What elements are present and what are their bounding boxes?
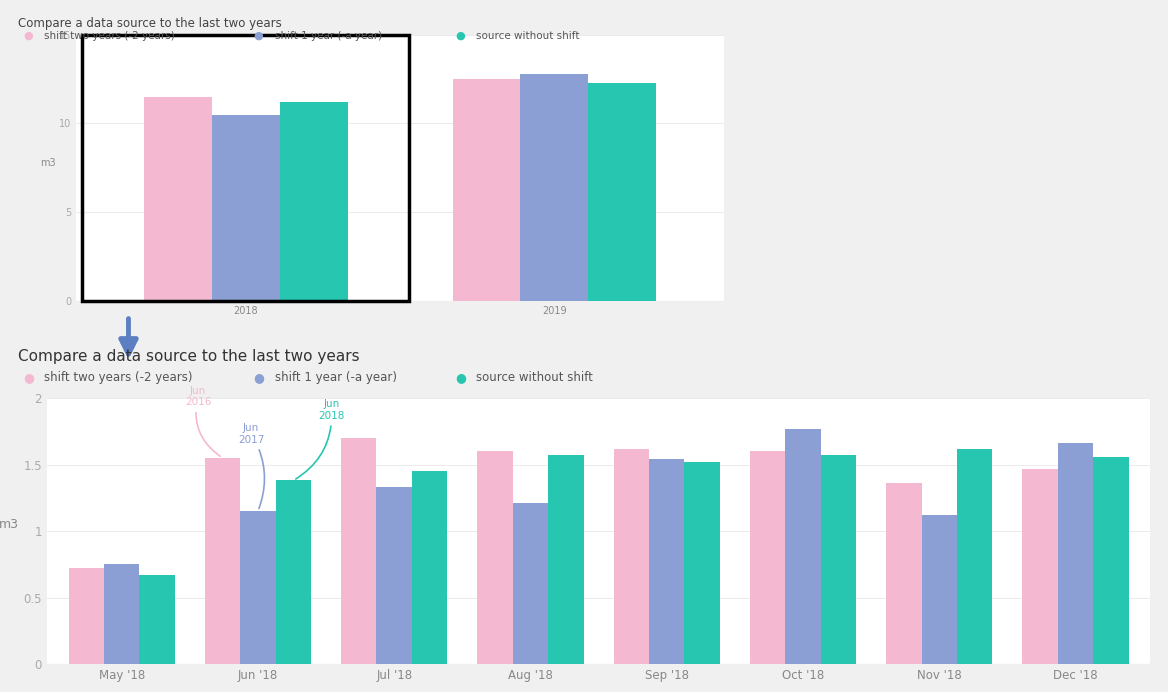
Bar: [513, 503, 548, 664]
Bar: [957, 448, 993, 664]
Bar: [452, 79, 521, 301]
Text: ●: ●: [253, 371, 265, 383]
Bar: [279, 102, 348, 301]
Bar: [922, 515, 957, 664]
Bar: [589, 82, 656, 301]
Bar: [376, 487, 412, 664]
Bar: [276, 480, 311, 664]
Y-axis label: m3: m3: [40, 158, 55, 168]
Bar: [750, 451, 785, 664]
Bar: [341, 438, 376, 664]
Bar: [521, 73, 589, 301]
Text: Jun
2017: Jun 2017: [238, 423, 264, 509]
Text: Jun
2016: Jun 2016: [185, 385, 221, 456]
Text: shift two years (-2 years): shift two years (-2 years): [44, 371, 193, 383]
Text: ●: ●: [23, 31, 33, 41]
Text: shift 1 year (-a year): shift 1 year (-a year): [274, 31, 382, 41]
Bar: [211, 115, 279, 301]
Text: ●: ●: [253, 31, 264, 41]
Bar: [1093, 457, 1128, 664]
Bar: [1058, 443, 1093, 664]
Bar: [613, 448, 649, 664]
Bar: [548, 455, 584, 664]
Text: source without shift: source without shift: [477, 371, 593, 383]
Text: ●: ●: [456, 31, 465, 41]
Bar: [144, 97, 211, 301]
Bar: [821, 455, 856, 664]
Text: shift two years (-2 years): shift two years (-2 years): [44, 31, 175, 41]
Text: source without shift: source without shift: [477, 31, 579, 41]
Bar: [412, 471, 447, 664]
Bar: [887, 483, 922, 664]
Bar: [684, 462, 719, 664]
Bar: [139, 575, 175, 664]
Text: Compare a data source to the last two years: Compare a data source to the last two ye…: [18, 349, 359, 365]
Text: Jun
2018: Jun 2018: [296, 399, 345, 479]
Bar: [478, 451, 513, 664]
Bar: [104, 565, 139, 664]
Text: Compare a data source to the last two years: Compare a data source to the last two ye…: [18, 17, 281, 30]
Bar: [69, 568, 104, 664]
Bar: [649, 459, 684, 664]
Text: ●: ●: [456, 371, 466, 383]
Text: shift 1 year (-a year): shift 1 year (-a year): [274, 371, 397, 383]
Text: ●: ●: [23, 371, 34, 383]
Bar: [1022, 468, 1058, 664]
Bar: [204, 458, 241, 664]
Bar: [785, 428, 821, 664]
Bar: [241, 511, 276, 664]
Y-axis label: m3: m3: [0, 518, 20, 531]
